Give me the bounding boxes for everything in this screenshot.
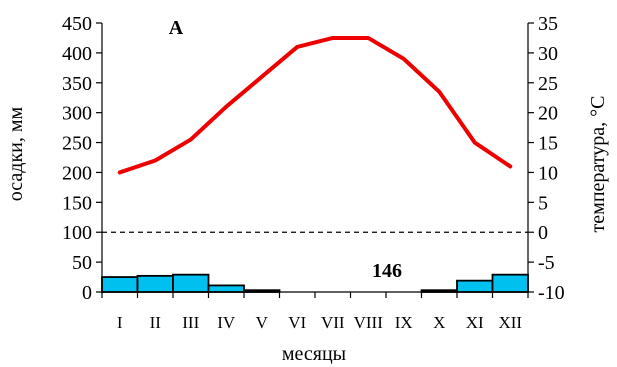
precipitation-bar [243, 289, 281, 293]
temperature-point [402, 57, 406, 61]
right-tick-label: 15 [538, 133, 558, 155]
right-tick-label: 5 [538, 192, 548, 214]
left-tick-label: 200 [62, 162, 92, 184]
precipitation-bar [420, 289, 458, 293]
axes-layer [101, 23, 529, 293]
left-tick-label: 300 [62, 103, 92, 125]
left-axis-title: осадки, мм [5, 106, 27, 201]
temperature-point [331, 36, 335, 40]
precipitation-bar [456, 279, 494, 293]
temperature-point [224, 105, 228, 109]
temperature-point [437, 90, 441, 94]
precipitation-bars [101, 273, 529, 293]
precipitation-bar [101, 276, 139, 293]
temperature-point [473, 141, 477, 145]
left-tick-label: 250 [62, 133, 92, 155]
precipitation-bar [207, 284, 245, 293]
right-tick-label: -5 [538, 252, 555, 274]
month-label: XI [466, 313, 484, 332]
panel-label: A [169, 17, 184, 39]
right-tick-label: 35 [538, 13, 558, 35]
temperature-point [508, 164, 512, 168]
left-tick-label: 450 [62, 13, 92, 35]
precipitation-bar [136, 274, 174, 293]
left-tick-label: 400 [62, 43, 92, 65]
month-label: X [433, 313, 445, 332]
month-label: V [256, 313, 269, 332]
left-tick-label: 50 [72, 252, 92, 274]
right-tick-label: 20 [538, 103, 558, 125]
temperature-point [118, 170, 122, 174]
precipitation-bar [491, 273, 529, 293]
right-tick-label: 0 [538, 222, 548, 244]
month-label: VI [288, 313, 306, 332]
left-tick-label: 100 [62, 222, 92, 244]
right-tick-label: -10 [538, 282, 565, 304]
temperature-point [189, 138, 193, 142]
right-axis-title: температура, °C [587, 96, 609, 233]
left-tick-label: 0 [82, 282, 92, 304]
left-axis-ticks: 0 50 100 150 200 250 300 350 400 450 [62, 13, 102, 304]
precipitation-bar [172, 273, 210, 293]
month-label: III [182, 313, 199, 332]
right-tick-label: 25 [538, 73, 558, 95]
temperature-point [366, 36, 370, 40]
off-scale-precipitation-label: 146 [372, 260, 402, 282]
month-label: II [150, 313, 162, 332]
right-axis-ticks: -10 -5 0 5 10 15 20 25 30 35 [528, 13, 565, 304]
left-tick-label: 150 [62, 192, 92, 214]
temperature-point [260, 75, 264, 79]
temperature-series [117, 35, 513, 175]
right-tick-label: 10 [538, 162, 558, 184]
temperature-line [117, 35, 513, 175]
left-tick-label: 350 [62, 73, 92, 95]
month-label: VII [321, 313, 345, 332]
month-label: I [117, 313, 123, 332]
right-tick-label: 30 [538, 43, 558, 65]
month-label: IV [217, 313, 236, 332]
x-axis-title: месяцы [282, 343, 346, 365]
month-label: IX [395, 313, 413, 332]
temperature-point [295, 45, 299, 49]
month-label: XII [498, 313, 522, 332]
x-axis-ticks: I II III IV V VI VII VIII IX X XI XII [101, 292, 529, 332]
temperature-point [153, 158, 157, 162]
month-label: VIII [354, 313, 384, 332]
